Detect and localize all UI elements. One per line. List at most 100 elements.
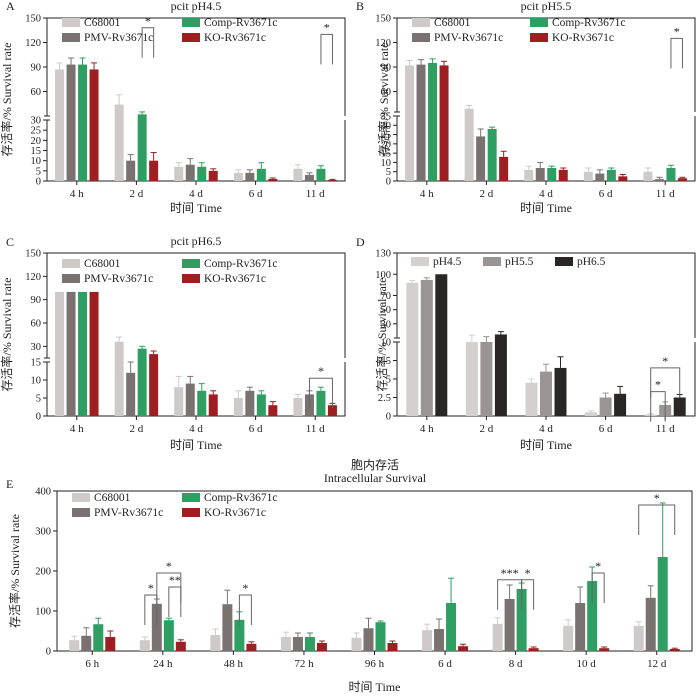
x-tick-label: 48 h: [224, 658, 244, 670]
x-tick-label: 8 d: [509, 658, 523, 670]
legend-label: PMV-Rv3671c: [434, 32, 503, 44]
legend-label: C68001: [84, 258, 121, 270]
category-group: [351, 617, 398, 651]
legend-label: KO-Rv3671c: [204, 507, 266, 519]
y-tick-label: 120: [25, 272, 41, 283]
bar: [657, 557, 668, 651]
category-group: [210, 589, 257, 651]
significance-bracket: [141, 27, 155, 58]
x-axis-label: 时间 Time: [170, 201, 222, 215]
bar: [256, 394, 266, 416]
legend-label: PMV-Rv3671c: [84, 32, 153, 44]
bar: [55, 291, 65, 416]
significance-label: *: [525, 566, 531, 580]
panel-label: C: [6, 235, 14, 249]
bar: [256, 168, 266, 181]
axis-break-gap: [395, 112, 697, 116]
bar: [669, 649, 680, 651]
category-group: [563, 566, 610, 651]
bar: [587, 581, 598, 651]
y-tick-label: 100: [35, 607, 51, 618]
x-tick-label: 6 d: [599, 188, 613, 200]
bar: [316, 390, 326, 416]
bar: [149, 160, 159, 181]
legend-label: PMV-Rv3671c: [84, 273, 153, 285]
legend-label: KO-Rv3671c: [552, 32, 614, 44]
y-tick-label: 15: [31, 358, 42, 369]
bar: [673, 397, 686, 416]
category-group: [55, 291, 99, 416]
category-group: [524, 161, 568, 181]
bar: [89, 69, 99, 181]
bar: [246, 643, 257, 651]
y-tick-label: 30: [31, 342, 42, 353]
bar: [149, 354, 159, 416]
bar: [375, 622, 386, 651]
panel-label: B: [356, 0, 364, 13]
y-tick-label: 0: [36, 412, 41, 423]
bar: [245, 172, 255, 181]
significance-bracket: [238, 594, 252, 625]
y-tick-label: 150: [25, 249, 41, 260]
y-tick-label: 0: [386, 177, 391, 188]
chart-title: pcit pH6.5: [171, 234, 222, 248]
bar: [599, 648, 610, 651]
significance-bracket: [521, 579, 535, 610]
y-tick-label: 120: [375, 38, 391, 49]
legend-swatch: [412, 18, 430, 27]
y-tick-label: 5: [36, 394, 41, 405]
chart-title: 胞内存活: [351, 458, 399, 472]
bar: [554, 367, 567, 416]
significance-label: *: [654, 491, 660, 505]
bar: [434, 629, 445, 651]
x-axis-label: 时间 Time: [349, 680, 401, 694]
x-tick-label: 10 d: [577, 658, 597, 670]
y-tick-label: 150: [375, 14, 391, 25]
bar: [293, 168, 303, 181]
bar: [114, 104, 124, 181]
y-tick-label: 0: [386, 412, 391, 423]
bar: [139, 640, 150, 651]
bar: [428, 62, 438, 181]
legend-label: Comp-Rv3671c: [204, 17, 277, 29]
bar: [78, 64, 88, 181]
significance-bracket: [168, 586, 182, 617]
y-axis-label: 存活率/% Survival rate: [374, 278, 389, 392]
bar: [304, 637, 315, 651]
bar: [245, 390, 255, 416]
category-group: [492, 582, 539, 651]
category-group: [174, 375, 218, 416]
y-axis-label: 存活率/% Survival rate: [0, 278, 14, 392]
x-tick-label: 96 h: [365, 658, 385, 670]
significance-bracket: [308, 377, 333, 409]
legend-label: Comp-Rv3671c: [204, 258, 277, 270]
bar: [528, 648, 539, 651]
y-tick-label: 50: [381, 305, 392, 316]
y-tick-label: 5: [386, 167, 391, 178]
category-group: [280, 631, 327, 651]
y-tick-label: 30: [381, 121, 392, 132]
legend-label: PMV-Rv3671c: [94, 507, 163, 519]
bar: [476, 136, 486, 181]
bar: [558, 169, 568, 181]
bar: [525, 382, 538, 416]
bar: [677, 178, 687, 181]
legend: pH4.5 pH5.5 pH6.5: [411, 256, 606, 268]
significance-bracket: [650, 391, 666, 422]
significance-label: *: [595, 559, 601, 573]
x-axis-label: 时间 Time: [520, 201, 572, 215]
category-group: [174, 158, 218, 181]
bar: [583, 171, 593, 181]
bar: [464, 108, 474, 181]
bar: [516, 589, 527, 651]
bar: [435, 274, 448, 416]
x-tick-label: 6 h: [85, 658, 99, 670]
bar: [208, 394, 218, 416]
y-tick-label: 5: [386, 375, 391, 386]
chart-title: pcit pH4.5: [171, 0, 222, 13]
category-group: [405, 58, 449, 181]
bar: [614, 393, 627, 416]
y-axis-label: 存活率/% Survival rate: [376, 43, 391, 157]
bar: [327, 405, 337, 416]
bar: [280, 637, 291, 651]
